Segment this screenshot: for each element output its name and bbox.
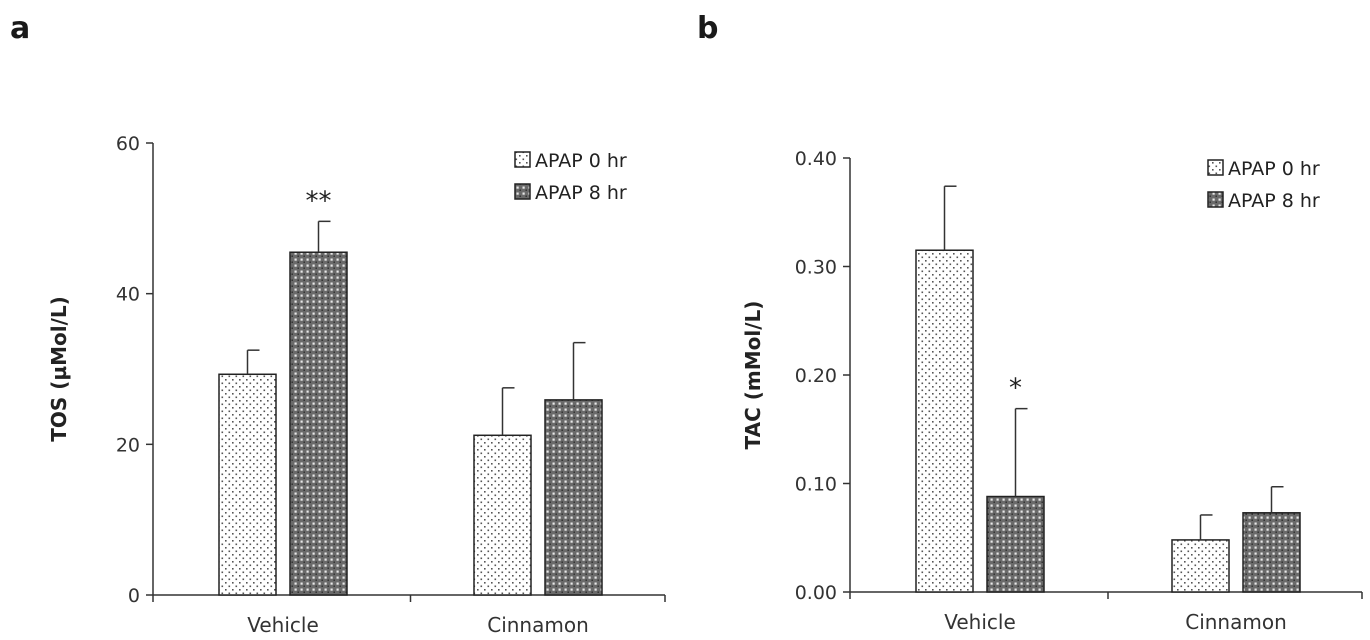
chart-panel-a: a 0 20 40 60 Vehicle Cinnamon TOS (µMol/L) ** APA… — [10, 11, 666, 637]
y-tick-label: 0.40 — [795, 148, 837, 170]
significance-marker: * — [1009, 374, 1022, 404]
panel-label: a — [10, 11, 30, 46]
x-tick-label: Vehicle — [944, 610, 1016, 634]
bar — [544, 399, 603, 596]
y-tick-label: 0.10 — [795, 474, 837, 496]
chart-panel-b: b 0.00 0.10 0.20 0.30 0.40 Vehicle Cinnamon TAC … — [697, 11, 1363, 634]
y-tick-label: 60 — [116, 133, 140, 155]
y-tick-label: 20 — [116, 434, 140, 456]
y-tick-label: 0.20 — [795, 365, 837, 387]
bar — [1171, 539, 1230, 593]
legend-label: APAP 8 hr — [535, 182, 627, 204]
legend-label: APAP 0 hr — [1228, 158, 1320, 180]
bar — [915, 249, 974, 593]
significance-marker: ** — [306, 186, 332, 216]
legend-label: APAP 8 hr — [1228, 190, 1320, 212]
bar — [1242, 512, 1301, 593]
bar — [986, 495, 1045, 593]
legend-swatch — [1207, 191, 1224, 208]
legend-label: APAP 0 hr — [535, 150, 627, 172]
bar — [473, 434, 532, 596]
legend-swatch — [1207, 159, 1224, 176]
x-tick-label: Cinnamon — [1185, 610, 1287, 634]
x-tick-label: Vehicle — [247, 613, 319, 637]
y-tick-label: 0 — [128, 585, 140, 607]
x-tick-label: Cinnamon — [487, 613, 589, 637]
y-axis-label: TAC (mMol/L) — [741, 301, 765, 450]
legend-swatch — [514, 183, 531, 200]
panel-label: b — [697, 11, 718, 46]
bar — [289, 251, 348, 596]
y-tick-label: 40 — [116, 284, 140, 306]
bar — [218, 373, 277, 596]
y-tick-label: 0.30 — [795, 257, 837, 279]
y-tick-label: 0.00 — [795, 582, 837, 604]
y-axis-label: TOS (µMol/L) — [47, 296, 71, 442]
legend-swatch — [514, 151, 531, 168]
